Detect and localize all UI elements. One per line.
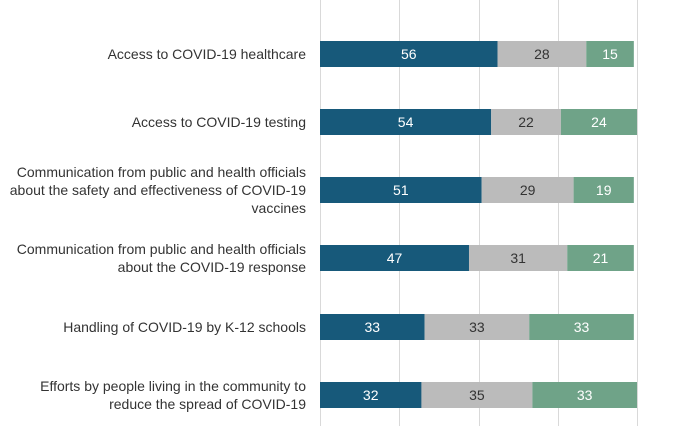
bar-segment-1 — [320, 245, 469, 271]
data-label: 24 — [591, 114, 607, 130]
category-label-line: vaccines — [252, 200, 306, 216]
data-label: 33 — [469, 319, 485, 335]
data-label: 32 — [363, 387, 379, 403]
category-label-line: Efforts by people living in the communit… — [40, 378, 306, 394]
data-label: 31 — [510, 250, 526, 266]
category-label: Efforts by people living in the communit… — [40, 378, 306, 412]
data-label: 28 — [534, 46, 550, 62]
bar-segment-2 — [421, 382, 533, 408]
bar-segment-3 — [586, 41, 634, 67]
data-label: 33 — [577, 387, 593, 403]
bar-segment-2 — [424, 314, 530, 340]
bar-segment-1 — [320, 177, 482, 203]
bar-segment-1 — [320, 109, 492, 135]
category-labels: Access to COVID-19 healthcare Access to C… — [10, 46, 306, 412]
category-label-line: Access to COVID-19 healthcare — [108, 46, 307, 62]
bar-segment-3 — [567, 245, 634, 271]
category-label: Access to COVID-19 healthcare — [108, 46, 307, 62]
bar-segment-1 — [320, 41, 498, 67]
bar-segment-2 — [497, 41, 587, 67]
data-label: 21 — [593, 250, 609, 266]
bar-segment-1 — [320, 314, 425, 340]
bar-segment-3 — [532, 382, 637, 408]
data-label: 33 — [365, 319, 381, 335]
data-label: 29 — [520, 182, 536, 198]
gridlines — [320, 0, 638, 426]
bar-segment-3 — [529, 314, 634, 340]
category-label-line: Communication from public and health off… — [17, 164, 306, 180]
data-label: 56 — [401, 46, 417, 62]
bar-segment-3 — [573, 177, 634, 203]
category-label-line: Handling of COVID-19 by K-12 schools — [63, 319, 306, 335]
category-label-line: reduce the spread of COVID-19 — [109, 396, 306, 412]
bar-segment-2 — [491, 109, 561, 135]
bars: 56 28 15 54 22 24 51 29 19 47 31 21 33 33 33 32 35 33 — [320, 41, 637, 408]
category-label-line: about the safety and effectiveness of CO… — [10, 182, 306, 198]
data-label: 15 — [602, 46, 618, 62]
category-label-line: about the COVID-19 response — [118, 259, 307, 275]
category-label-line: Access to COVID-19 testing — [132, 114, 306, 130]
data-label: 47 — [387, 250, 403, 266]
category-label: Communication from public and health off… — [10, 164, 306, 216]
category-label: Access to COVID-19 testing — [132, 114, 306, 130]
data-label: 19 — [596, 182, 612, 198]
bar-segment-3 — [560, 109, 637, 135]
bar-segment-2 — [481, 177, 574, 203]
bar-segment-2 — [468, 245, 568, 271]
category-label: Communication from public and health off… — [17, 241, 306, 275]
category-label: Handling of COVID-19 by K-12 schools — [63, 319, 306, 335]
bar-segment-1 — [320, 382, 422, 408]
data-label: 35 — [469, 387, 485, 403]
data-label: 33 — [574, 319, 590, 335]
data-label: 22 — [518, 114, 534, 130]
data-label: 54 — [398, 114, 414, 130]
category-label-line: Communication from public and health off… — [17, 241, 306, 257]
data-label: 51 — [393, 182, 409, 198]
